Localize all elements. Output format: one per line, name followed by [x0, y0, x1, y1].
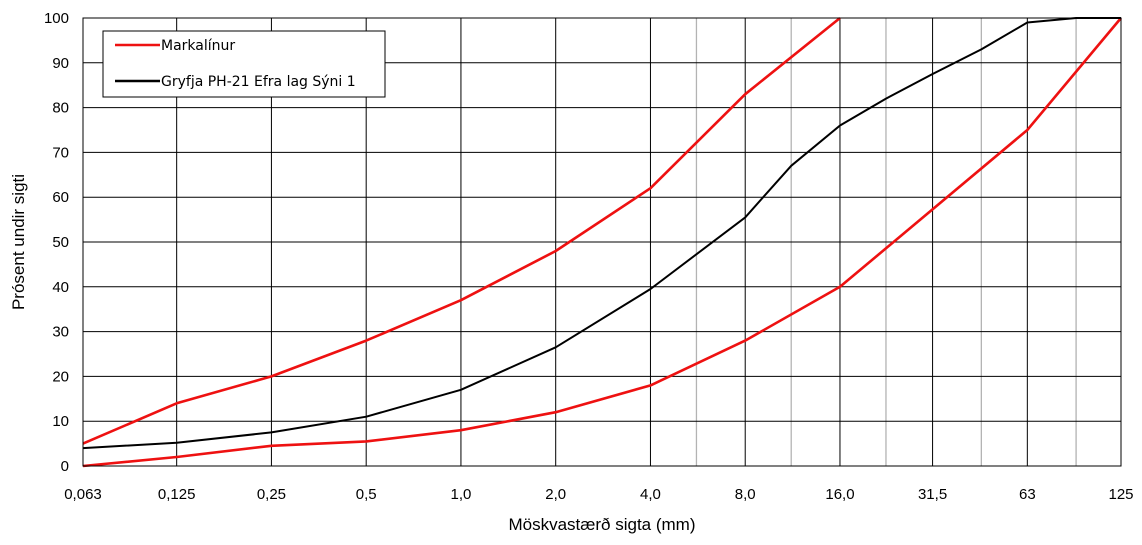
y-tick-label: 90: [52, 55, 69, 72]
series-line-2: [82, 17, 1122, 468]
x-tick-label: 0,125: [158, 486, 196, 503]
x-tick-label: 2,0: [545, 486, 566, 503]
x-tick-label: 0,25: [257, 486, 286, 503]
x-axis-title: Möskvastærð sigta (mm): [508, 515, 695, 534]
y-tick-label: 0: [61, 458, 69, 475]
series-line-1: [82, 16, 841, 445]
series-line-3: [82, 17, 1121, 450]
y-tick-label: 40: [52, 279, 69, 296]
x-tick-label: 1,0: [451, 486, 472, 503]
legend-label: Gryfja PH-21 Efra lag Sýni 1: [161, 74, 356, 90]
x-tick-label: 31,5: [918, 486, 947, 503]
y-tick-label: 10: [52, 413, 69, 430]
y-tick-labels: 0 10 20 30 40 50 60 70 80 90 100: [44, 10, 69, 475]
x-tick-label: 0,063: [64, 486, 102, 503]
x-tick-labels: 0,063 0,125 0,25 0,5 1,0 2,0 4,0 8,0 16,0 31,5 63 1…: [64, 486, 1133, 503]
y-tick-label: 60: [52, 189, 69, 206]
y-axis-title: Prósent undir sigti: [9, 174, 28, 310]
plot-frame: [82, 17, 1122, 467]
x-tick-label: 63: [1019, 486, 1036, 503]
y-tick-label: 70: [52, 144, 69, 161]
series-lines: [82, 16, 1122, 468]
x-tick-label: 0,5: [356, 486, 377, 503]
y-tick-label: 100: [44, 10, 69, 27]
x-tick-label: 4,0: [640, 486, 661, 503]
y-tick-label: 30: [52, 324, 69, 341]
y-tick-label: 50: [52, 234, 69, 251]
legend-box: [102, 30, 386, 98]
y-tick-label: 20: [52, 368, 69, 385]
legend: Markalínur Gryfja PH-21 Efra lag Sýni 1: [102, 30, 386, 98]
legend-label: Markalínur: [161, 38, 235, 54]
x-tick-label: 16,0: [825, 486, 854, 503]
x-tick-label: 8,0: [735, 486, 756, 503]
x-tick-label: 125: [1108, 486, 1133, 503]
y-tick-label: 80: [52, 100, 69, 117]
